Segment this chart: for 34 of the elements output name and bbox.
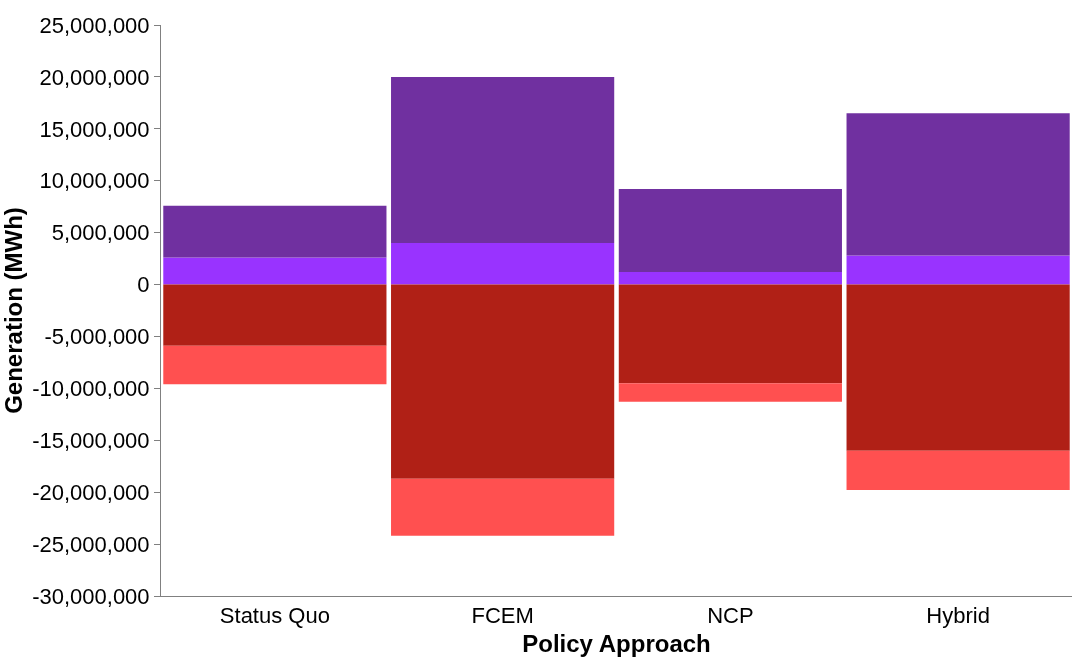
bar bbox=[846, 113, 1070, 256]
y-tick-label: -20,000,000 bbox=[32, 479, 150, 505]
y-tick-label: 10,000,000 bbox=[39, 168, 150, 194]
y-axis-title: Generation (MWh) bbox=[0, 207, 27, 414]
bar bbox=[618, 284, 842, 384]
bar bbox=[618, 383, 842, 402]
x-tick-label: FCEM bbox=[471, 603, 534, 629]
y-tick-label: -25,000,000 bbox=[32, 531, 150, 557]
bar bbox=[391, 243, 615, 285]
bar bbox=[618, 272, 842, 285]
y-tick-label: 25,000,000 bbox=[39, 12, 150, 38]
x-tick-label: NCP bbox=[707, 603, 754, 629]
y-tick-label: 15,000,000 bbox=[39, 116, 150, 142]
x-tick-label: Hybrid bbox=[926, 603, 990, 629]
bar bbox=[846, 255, 1070, 285]
bar bbox=[163, 284, 387, 346]
y-tick-label: 20,000,000 bbox=[39, 64, 150, 90]
x-tick-label: Status Quo bbox=[219, 603, 330, 629]
y-tick-label: -10,000,000 bbox=[32, 376, 150, 402]
y-tick-label: 5,000,000 bbox=[51, 220, 150, 246]
y-tick-label: 0 bbox=[137, 272, 150, 298]
bar bbox=[391, 76, 615, 244]
x-axis-title: Policy Approach bbox=[522, 630, 711, 657]
bar bbox=[391, 478, 615, 536]
y-tick-label: -30,000,000 bbox=[32, 583, 150, 609]
y-tick-label: -15,000,000 bbox=[32, 427, 150, 453]
y-tick-label: -5,000,000 bbox=[44, 324, 150, 350]
bar bbox=[163, 345, 387, 385]
bar bbox=[163, 257, 387, 285]
bar bbox=[846, 284, 1070, 451]
bar bbox=[618, 189, 842, 273]
bar bbox=[163, 205, 387, 258]
bar bbox=[391, 284, 615, 479]
bar bbox=[846, 450, 1070, 491]
